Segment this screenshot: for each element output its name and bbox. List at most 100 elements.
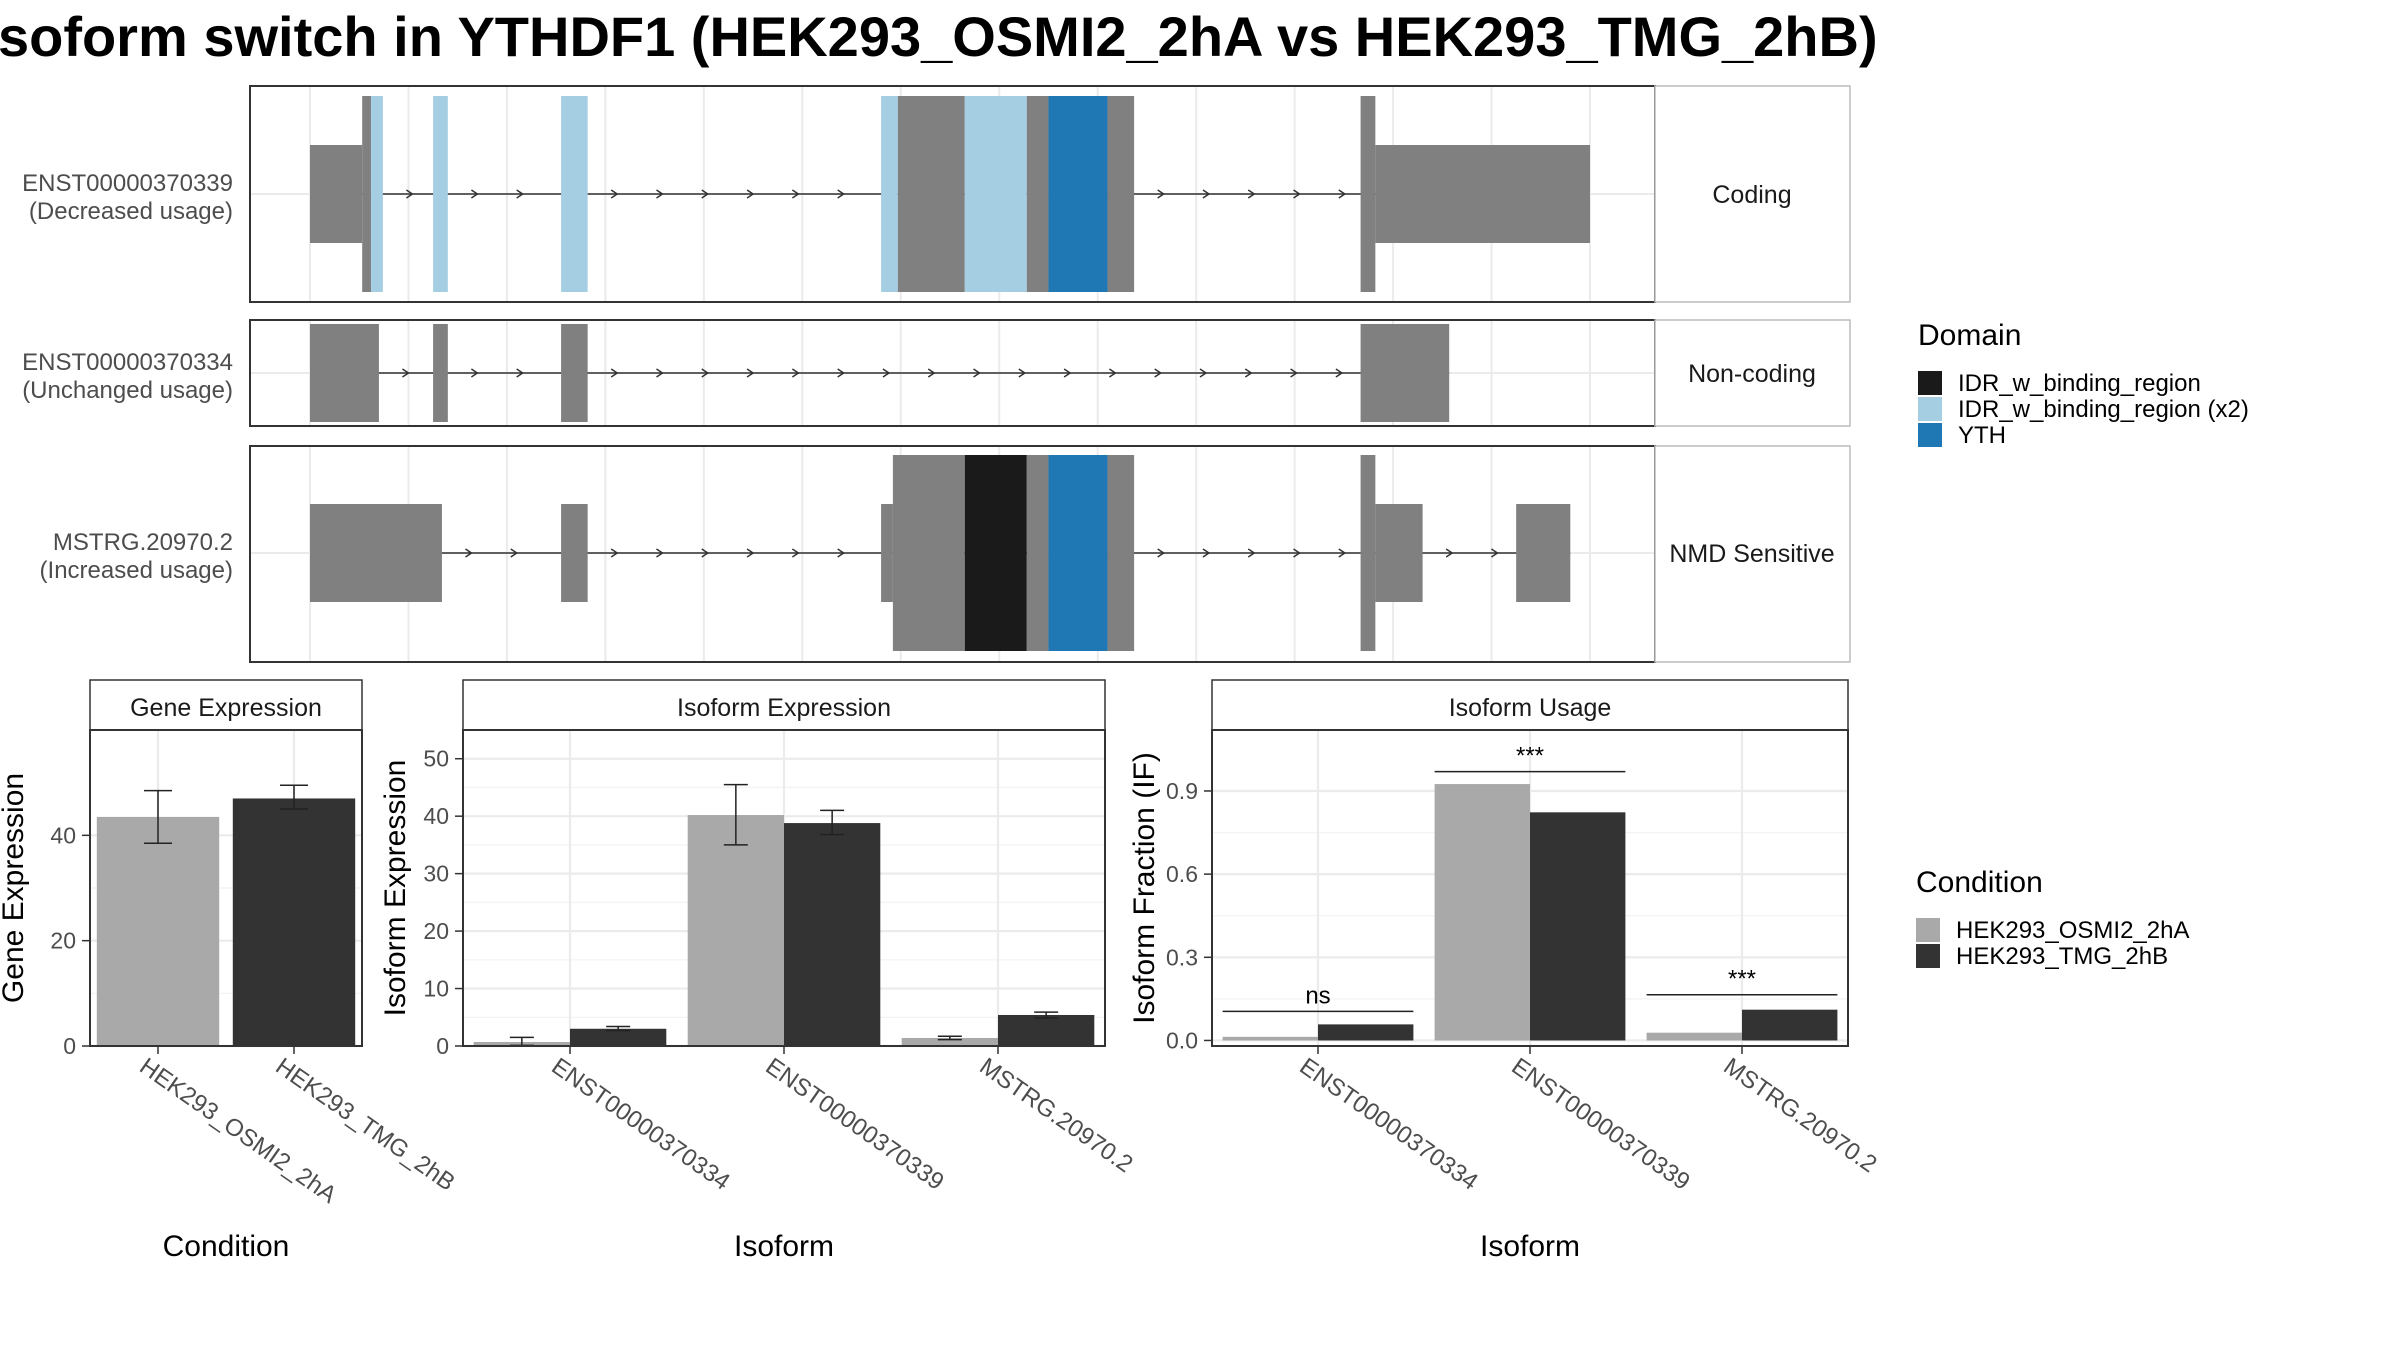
intron-arrow xyxy=(402,368,410,378)
domain-legend: Domain IDR_w_binding_regionIDR_w_binding_… xyxy=(1918,319,2249,449)
isoform-id-label: MSTRG.20970.2 xyxy=(53,529,233,556)
isoform-usage-label: (Increased usage) xyxy=(40,557,233,584)
intron-arrow xyxy=(610,548,619,558)
isoform-id-label: ENST00000370339 xyxy=(22,170,233,197)
intron-arrow xyxy=(1154,368,1163,378)
intron-arrow xyxy=(1293,548,1301,558)
legends: Domain IDR_w_binding_regionIDR_w_binding_… xyxy=(1916,319,2249,970)
intron-arrow xyxy=(656,548,664,558)
condition-legend-label: HEK293_OSMI2_2hA xyxy=(1956,917,2189,944)
domain-legend-label: IDR_w_binding_region (x2) xyxy=(1958,396,2249,423)
bar xyxy=(1434,784,1530,1041)
y-tick-label: 20 xyxy=(50,928,76,954)
intron-arrow xyxy=(1063,368,1072,378)
panel-strip xyxy=(1211,679,1849,731)
exon-block xyxy=(362,96,372,292)
intron-arrow xyxy=(610,189,619,199)
plot-border xyxy=(89,729,363,1047)
domain-block xyxy=(1048,455,1108,651)
intron-arrow xyxy=(1247,189,1256,199)
exon-block xyxy=(310,504,442,602)
condition-legend-key xyxy=(1916,918,1940,942)
y-tick-label: 50 xyxy=(423,746,449,772)
bar xyxy=(784,823,881,1046)
exon-block xyxy=(1360,324,1450,422)
intron-arrow xyxy=(837,548,846,558)
intron-arrow xyxy=(470,368,479,378)
intron-arrow xyxy=(746,548,755,558)
intron-arrow xyxy=(465,548,473,558)
x-tick-label: ENST00000370339 xyxy=(1507,1053,1695,1196)
bar xyxy=(687,815,784,1046)
y-tick-label: 30 xyxy=(423,861,449,887)
y-tick-label: 10 xyxy=(423,976,449,1002)
bar xyxy=(1222,1036,1318,1041)
category-strip xyxy=(1654,85,1851,303)
panel-title: Isoform Usage xyxy=(1449,694,1612,722)
intron-arrow xyxy=(746,368,755,378)
intron-arrow xyxy=(1247,548,1256,558)
y-tick-label: 0.3 xyxy=(1166,944,1198,970)
intron-arrow xyxy=(701,548,710,558)
bar xyxy=(1646,1032,1742,1041)
panel-title: Gene Expression xyxy=(130,694,322,722)
bar-panels: Gene Expression02040HEK293_OSMI2_2hAHEK2… xyxy=(0,679,1882,1263)
x-tick-label: ENST00000370334 xyxy=(1295,1053,1483,1196)
category-label: Coding xyxy=(1712,181,1791,209)
significance-label: ns xyxy=(1305,982,1330,1009)
exon-block xyxy=(1360,96,1376,292)
category-label: Non-coding xyxy=(1688,360,1816,388)
bar xyxy=(901,1037,998,1046)
intron-arrow xyxy=(1338,548,1347,558)
domain-block xyxy=(881,96,898,292)
x-axis-title: Isoform xyxy=(1480,1230,1580,1263)
intron-arrow xyxy=(791,189,800,199)
bar xyxy=(1318,1024,1414,1041)
intron-arrow xyxy=(837,368,846,378)
intron-arrow xyxy=(1293,189,1301,199)
bar xyxy=(1742,1009,1838,1041)
condition-legend-label: HEK293_TMG_2hB xyxy=(1956,943,2168,970)
domain-block xyxy=(964,455,1027,651)
bar xyxy=(232,798,356,1046)
x-tick-label: ENST00000370339 xyxy=(761,1053,949,1196)
x-axis-title: Condition xyxy=(163,1230,290,1263)
intron-arrow xyxy=(791,548,800,558)
exon-block xyxy=(881,504,893,602)
domain-legend-key xyxy=(1918,397,1942,421)
y-tick-label: 20 xyxy=(423,918,449,944)
bar xyxy=(570,1028,667,1046)
y-axis-title: Isoform Fraction (IF) xyxy=(1128,752,1161,1024)
exon-block xyxy=(897,96,965,292)
intron-arrow xyxy=(610,368,619,378)
isoform-id-label: ENST00000370334 xyxy=(22,349,233,376)
intron-arrow xyxy=(656,368,664,378)
exon-block xyxy=(1375,504,1423,602)
intron-arrow xyxy=(973,368,981,378)
y-tick-label: 0.6 xyxy=(1166,861,1198,887)
exon-block xyxy=(1107,455,1135,651)
intron-arrow xyxy=(1445,548,1454,558)
intron-arrow xyxy=(882,368,891,378)
exon-block xyxy=(561,324,588,422)
intron-arrow xyxy=(1109,368,1117,378)
category-strip xyxy=(1654,445,1851,663)
domain-block xyxy=(561,96,588,292)
x-axis-title: Isoform xyxy=(734,1230,834,1263)
intron-arrow xyxy=(1199,368,1208,378)
exon-block xyxy=(1375,145,1590,243)
exon-block xyxy=(310,324,379,422)
isoform-usage-label: (Unchanged usage) xyxy=(22,377,233,404)
figure-title: Isoform switch in YTHDF1 (HEK293_OSMI2_2… xyxy=(0,5,1878,68)
intron-arrow xyxy=(1290,368,1298,378)
intron-arrow xyxy=(470,189,479,199)
bar-panel-1: Isoform Expression 0 10 20 30 40 50 ENST0000037… xyxy=(379,679,1138,1263)
transcript-structures: Coding ENST00000370339(Decreased usage) No… xyxy=(22,85,1851,663)
exon-block xyxy=(433,324,448,422)
x-tick-label: MSTRG.20970.2 xyxy=(1719,1053,1882,1178)
transcript-row-MSTRG.20970.2: NMD Sensitive MSTRG.20970.2(Increased usa… xyxy=(40,445,1851,663)
domain-legend-title: Domain xyxy=(1918,319,2021,352)
exon-block xyxy=(1107,96,1135,292)
category-strip xyxy=(1654,319,1851,427)
intron-arrow xyxy=(656,189,664,199)
